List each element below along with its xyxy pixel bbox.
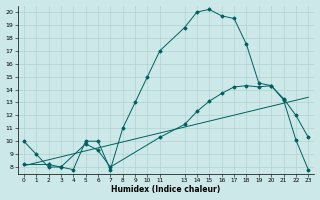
X-axis label: Humidex (Indice chaleur): Humidex (Indice chaleur) [111, 185, 221, 194]
